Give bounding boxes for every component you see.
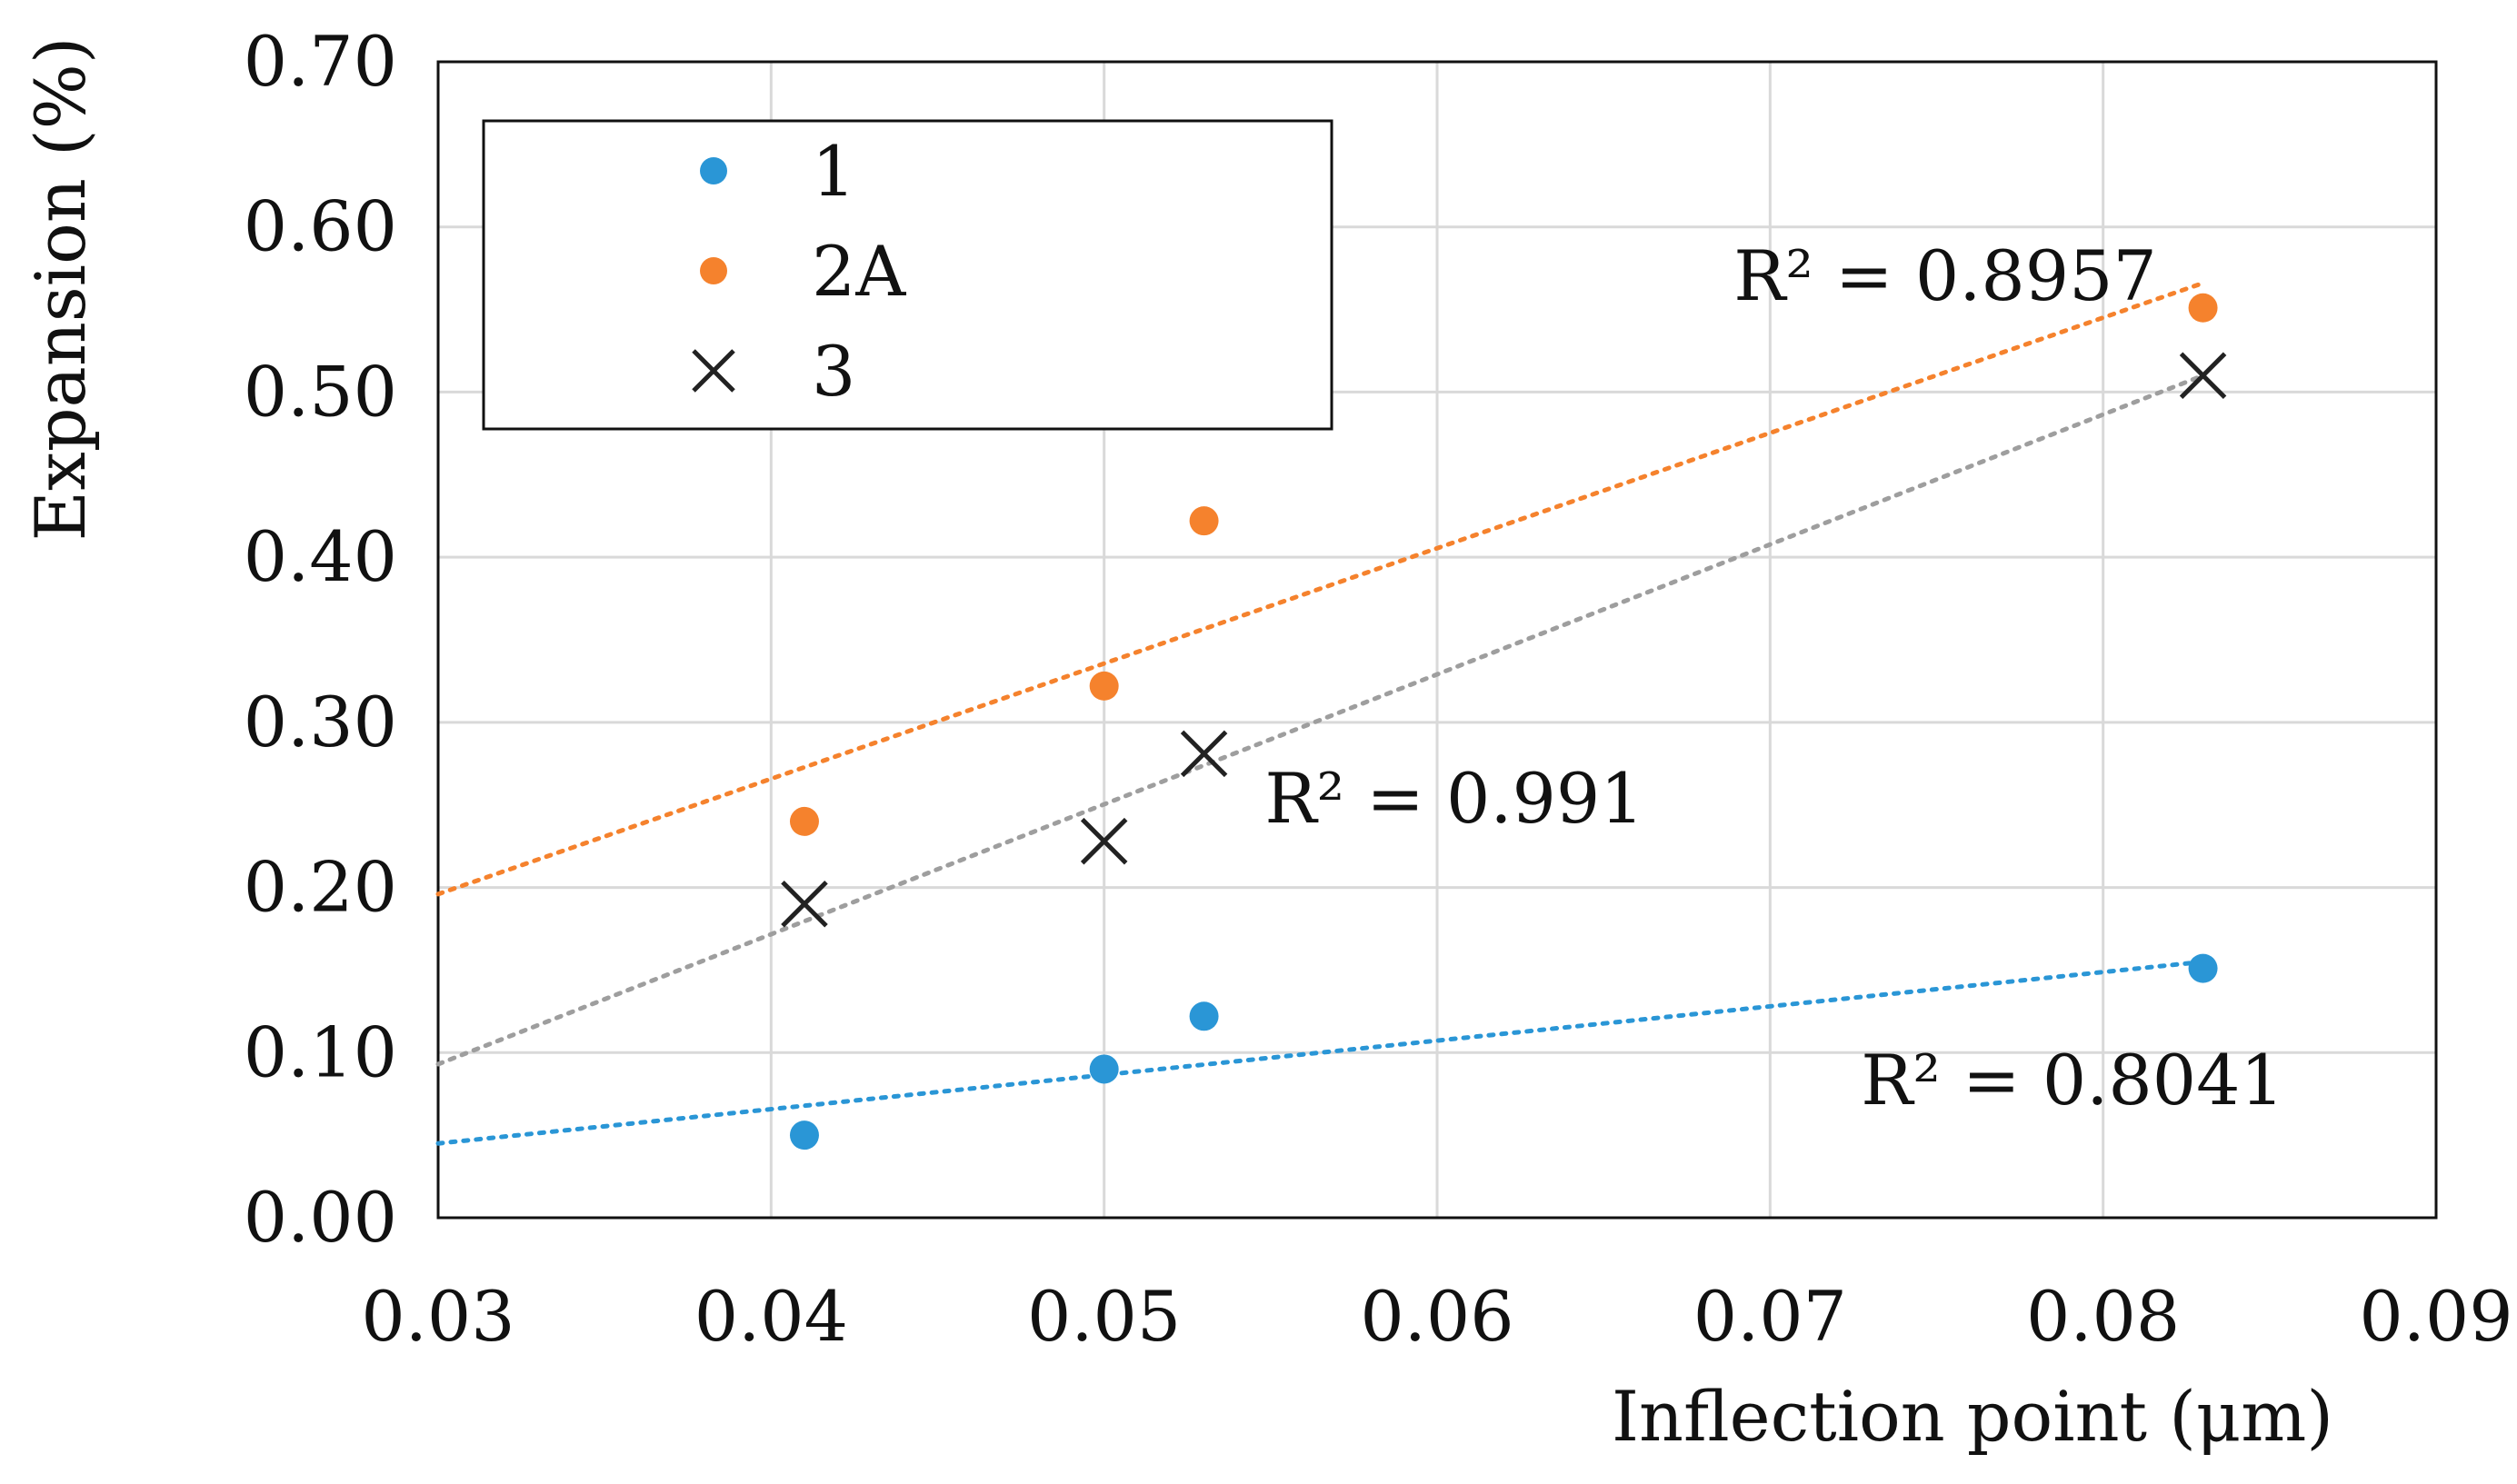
data-points bbox=[781, 293, 2227, 1150]
legend-box bbox=[482, 119, 1333, 431]
legend-label: 1 bbox=[812, 131, 855, 212]
y-axis-ticks: 0.00 0.10 0.20 0.30 0.40 0.50 0.60 0.70 bbox=[244, 21, 397, 1258]
point-series-2A bbox=[1189, 506, 1219, 536]
x-tick-label: 0.08 bbox=[2026, 1276, 2180, 1357]
y-tick-label: 0.50 bbox=[244, 351, 397, 432]
legend-marker bbox=[700, 257, 727, 284]
x-tick-label: 0.04 bbox=[694, 1276, 848, 1357]
legend-marker bbox=[692, 349, 735, 393]
legend-item-3: 3 bbox=[692, 331, 855, 412]
point-series-3 bbox=[2179, 352, 2227, 400]
point-series-2A bbox=[2188, 293, 2218, 323]
y-tick-label: 0.70 bbox=[244, 21, 397, 102]
point-series-1 bbox=[1189, 1001, 1219, 1031]
plot-frame bbox=[436, 60, 2438, 1220]
y-tick-label: 0.00 bbox=[244, 1177, 397, 1258]
y-tick-label: 0.40 bbox=[244, 516, 397, 597]
r-squared-label-series-3: R² = 0.991 bbox=[1264, 758, 1643, 839]
x-tick-label: 0.05 bbox=[1027, 1276, 1181, 1357]
trendline-series-1 bbox=[435, 959, 2206, 1146]
x-tick-label: 0.07 bbox=[1693, 1276, 1847, 1357]
point-series-1 bbox=[1089, 1054, 1119, 1084]
x-tick-label: 0.09 bbox=[2359, 1276, 2512, 1357]
point-series-2A bbox=[1089, 671, 1119, 701]
point-series-3 bbox=[1080, 817, 1128, 865]
x-axis-ticks: 0.03 0.04 0.05 0.06 0.07 0.08 0.09 bbox=[361, 1276, 2512, 1357]
y-tick-label: 0.30 bbox=[244, 682, 397, 762]
point-series-2A bbox=[789, 806, 819, 836]
point-series-3 bbox=[1180, 730, 1228, 778]
legend: 1 2A 3 bbox=[482, 119, 1333, 431]
legend-marker bbox=[700, 157, 727, 184]
trendline-series-2A bbox=[435, 280, 2206, 897]
legend-item-1: 1 bbox=[700, 131, 855, 212]
y-tick-label: 0.20 bbox=[244, 847, 397, 928]
x-tick-label: 0.06 bbox=[1360, 1276, 1513, 1357]
r-squared-label-series-1: R² = 0.8041 bbox=[1861, 1040, 2284, 1120]
point-series-1 bbox=[789, 1120, 819, 1150]
trendlines bbox=[435, 280, 2206, 1146]
trendline-series-3 bbox=[435, 373, 2206, 1067]
y-axis-title: Expansion (%) bbox=[20, 37, 101, 542]
legend-item-2A: 2A bbox=[700, 231, 906, 312]
r-squared-label-series-2A: R² = 0.8957 bbox=[1733, 235, 2157, 316]
legend-label: 2A bbox=[812, 231, 906, 312]
x-tick-label: 0.03 bbox=[361, 1276, 514, 1357]
y-tick-label: 0.60 bbox=[244, 186, 397, 267]
r-squared-labels: R² = 0.8041 R² = 0.8957 R² = 0.991 bbox=[1264, 235, 2283, 1120]
point-series-1 bbox=[2188, 953, 2218, 983]
x-axis-title: Inflection point (μm) bbox=[1612, 1376, 2333, 1457]
point-series-3 bbox=[781, 880, 828, 928]
legend-label: 3 bbox=[812, 331, 855, 412]
y-tick-label: 0.10 bbox=[244, 1011, 397, 1092]
